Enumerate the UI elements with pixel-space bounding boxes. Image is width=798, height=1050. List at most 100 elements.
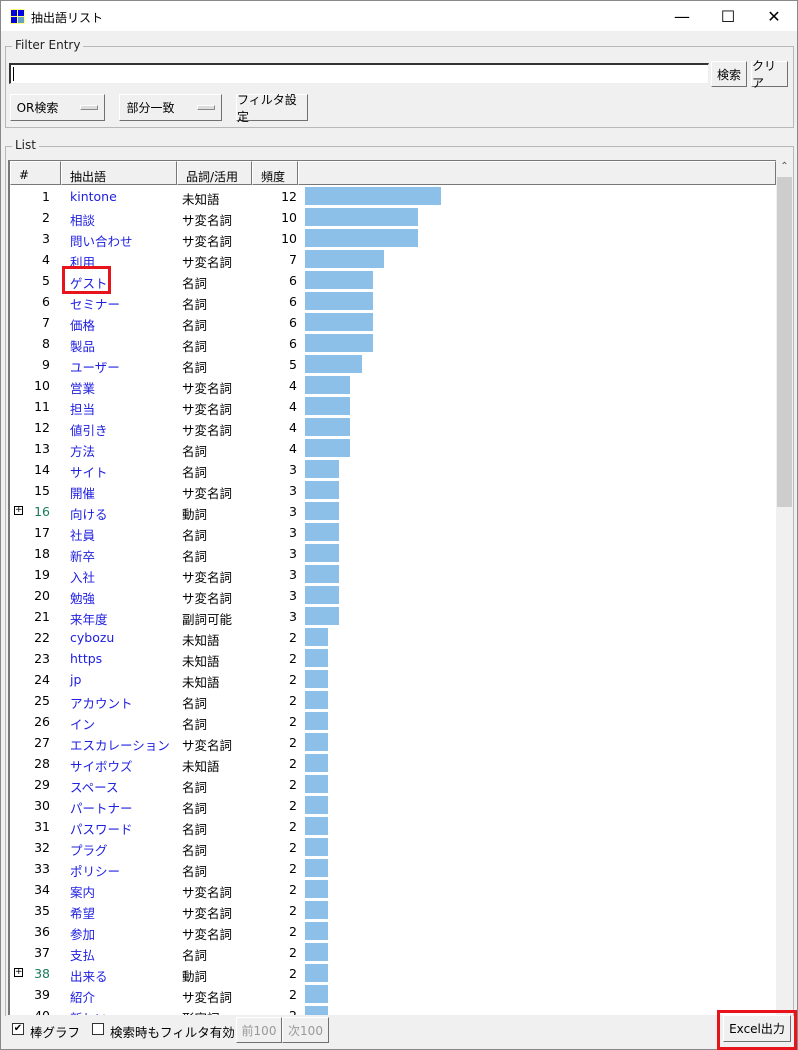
table-row[interactable]: 35 希望 サ変名詞 2	[10, 900, 776, 921]
row-word[interactable]: ポリシー	[70, 864, 121, 879]
table-row[interactable]: 12 値引き サ変名詞 4	[10, 417, 776, 438]
column-header-frequency[interactable]: 頻度	[252, 161, 298, 185]
table-row[interactable]: 40 新しい 形容詞 2	[10, 1005, 776, 1015]
table-row[interactable]: 22 cybozu 未知語 2	[10, 627, 776, 648]
table-row[interactable]: 31 パスワード 名詞 2	[10, 816, 776, 837]
filter-input[interactable]	[9, 63, 709, 84]
clear-button[interactable]: クリア	[751, 59, 788, 90]
table-row[interactable]: 9 ユーザー 名詞 5	[10, 354, 776, 375]
table-row[interactable]: 7 価格 名詞 6	[10, 312, 776, 333]
scrollbar-thumb[interactable]	[777, 177, 792, 507]
table-row[interactable]: 29 スペース 名詞 2	[10, 774, 776, 795]
row-word[interactable]: 希望	[70, 906, 96, 921]
table-row[interactable]: 33 ポリシー 名詞 2	[10, 858, 776, 879]
row-word[interactable]: 新卒	[70, 549, 96, 564]
table-row[interactable]: 26 イン 名詞 2	[10, 711, 776, 732]
table-row[interactable]: 39 紹介 サ変名詞 2	[10, 984, 776, 1005]
excel-export-button[interactable]: Excel出力	[723, 1015, 791, 1042]
row-word[interactable]: プラグ	[70, 843, 108, 858]
row-word[interactable]: パートナー	[70, 801, 133, 816]
expand-icon[interactable]: +	[14, 967, 23, 977]
prev-100-button[interactable]: 前100	[236, 1017, 282, 1043]
table-row[interactable]: 23 https 未知語 2	[10, 648, 776, 669]
filter-on-search-checkbox[interactable]	[92, 1023, 104, 1035]
table-row[interactable]: 8 製品 名詞 6	[10, 333, 776, 354]
table-row[interactable]: 1 kintone 未知語 12	[10, 186, 776, 207]
table-row[interactable]: 15 開催 サ変名詞 3	[10, 480, 776, 501]
search-mode-dropdown[interactable]: OR検索	[10, 94, 105, 121]
row-word[interactable]: 社員	[70, 528, 96, 543]
column-header-number[interactable]: #	[10, 161, 61, 185]
minimize-button[interactable]: —	[674, 6, 690, 26]
match-mode-dropdown[interactable]: 部分一致	[119, 94, 222, 121]
filter-settings-button[interactable]: フィルタ設定	[236, 93, 308, 124]
row-word[interactable]: スペース	[70, 780, 119, 795]
table-row[interactable]: 3 問い合わせ サ変名詞 10	[10, 228, 776, 249]
table-row[interactable]: 11 担当 サ変名詞 4	[10, 396, 776, 417]
row-word[interactable]: ゲスト	[70, 276, 108, 291]
row-word[interactable]: 問い合わせ	[70, 234, 133, 249]
row-word[interactable]: 来年度	[70, 612, 108, 627]
maximize-button[interactable]: ☐	[720, 6, 736, 26]
row-word[interactable]: イン	[70, 717, 96, 732]
row-word[interactable]: 値引き	[70, 423, 108, 438]
table-row[interactable]: 37 支払 名詞 2	[10, 942, 776, 963]
table-row[interactable]: 19 入社 サ変名詞 3	[10, 564, 776, 585]
row-word[interactable]: 開催	[70, 486, 96, 501]
row-word[interactable]: 新しい	[70, 1008, 108, 1015]
table-row[interactable]: 36 参加 サ変名詞 2	[10, 921, 776, 942]
table-row[interactable]: 18 新卒 名詞 3	[10, 543, 776, 564]
table-row[interactable]: 14 サイト 名詞 3	[10, 459, 776, 480]
table-row[interactable]: 34 案内 サ変名詞 2	[10, 879, 776, 900]
table-row[interactable]: 5 ゲスト 名詞 6	[10, 266, 776, 294]
row-word[interactable]: アカウント	[70, 696, 133, 711]
vertical-scrollbar[interactable]: ⌃	[776, 160, 793, 1015]
row-word[interactable]: エスカレーション	[70, 738, 170, 753]
row-word[interactable]: 製品	[70, 339, 96, 354]
table-row[interactable]: 10 営業 サ変名詞 4	[10, 375, 776, 396]
row-word[interactable]: 支払	[70, 948, 96, 963]
table-row[interactable]: 27 エスカレーション サ変名詞 2	[10, 732, 776, 753]
row-word[interactable]: 入社	[70, 570, 96, 585]
table-row[interactable]: +16 向ける 動詞 3	[10, 501, 776, 522]
row-word[interactable]: 紹介	[70, 990, 96, 1005]
close-button[interactable]: ✕	[767, 6, 781, 26]
table-row[interactable]: 30 パートナー 名詞 2	[10, 795, 776, 816]
table-row[interactable]: 20 勉強 サ変名詞 3	[10, 585, 776, 606]
row-word[interactable]: 価格	[70, 318, 96, 333]
table-row[interactable]: 6 セミナー 名詞 6	[10, 291, 776, 312]
row-word[interactable]: 出来る	[70, 969, 108, 984]
row-word[interactable]: cybozu	[70, 630, 115, 645]
column-header-word[interactable]: 抽出語	[61, 161, 177, 185]
row-word[interactable]: サイボウズ	[70, 759, 133, 774]
column-header-pos[interactable]: 品詞/活用	[177, 161, 252, 185]
row-word[interactable]: kintone	[70, 189, 117, 204]
table-row[interactable]: 2 相談 サ変名詞 10	[10, 207, 776, 228]
row-word[interactable]: jp	[70, 672, 82, 687]
bar-graph-checkbox[interactable]: ✔	[12, 1023, 24, 1035]
table-row[interactable]: 32 プラグ 名詞 2	[10, 837, 776, 858]
expand-icon[interactable]: +	[14, 505, 23, 515]
row-word[interactable]: パスワード	[70, 822, 133, 837]
row-word[interactable]: セミナー	[70, 297, 121, 312]
table-row[interactable]: +38 出来る 動詞 2	[10, 963, 776, 984]
table-row[interactable]: 28 サイボウズ 未知語 2	[10, 753, 776, 774]
row-word[interactable]: https	[70, 651, 103, 666]
row-word[interactable]: 相談	[70, 213, 96, 228]
next-100-button[interactable]: 次100	[282, 1017, 329, 1043]
row-word[interactable]: 方法	[70, 444, 96, 459]
row-word[interactable]: 参加	[70, 927, 96, 942]
scroll-up-icon[interactable]: ⌃	[780, 161, 789, 172]
search-button[interactable]: 検索	[711, 61, 747, 87]
row-word[interactable]: 案内	[70, 885, 96, 900]
row-word[interactable]: 勉強	[70, 591, 96, 606]
table-row[interactable]: 13 方法 名詞 4	[10, 438, 776, 459]
table-row[interactable]: 21 来年度 副詞可能 3	[10, 606, 776, 627]
row-word[interactable]: 営業	[70, 381, 96, 396]
table-row[interactable]: 25 アカウント 名詞 2	[10, 690, 776, 711]
row-word[interactable]: サイト	[70, 465, 108, 480]
row-word[interactable]: 担当	[70, 402, 96, 417]
table-row[interactable]: 17 社員 名詞 3	[10, 522, 776, 543]
table-row[interactable]: 4 利用 サ変名詞 7	[10, 249, 776, 270]
row-word[interactable]: 向ける	[70, 507, 108, 522]
